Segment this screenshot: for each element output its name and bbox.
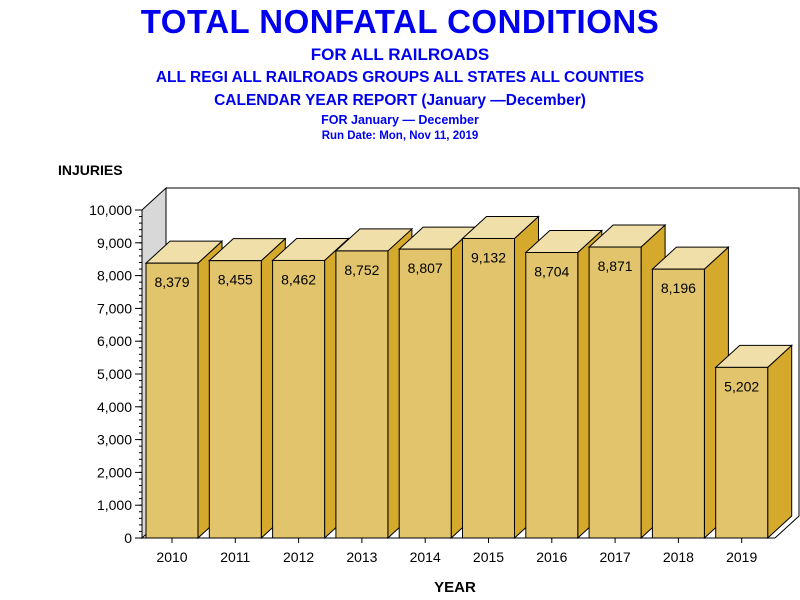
bar-value-label: 8,752 [344, 262, 379, 278]
bar-value-label: 8,196 [661, 280, 696, 296]
y-axis-title: INJURIES [58, 162, 123, 178]
chart-period-line: FOR January — December [321, 113, 479, 127]
bar-front [272, 259, 326, 539]
y-tick-label: 9,000 [97, 235, 132, 251]
x-tick-label: 2013 [346, 549, 377, 565]
y-tick-label: 0 [124, 530, 132, 546]
bar-front [651, 268, 705, 539]
x-tick-label: 2014 [410, 549, 441, 565]
bar-value-label: 8,379 [154, 274, 189, 290]
bar-value-label: 5,202 [724, 378, 759, 394]
y-tick-label: 4,000 [97, 399, 132, 415]
x-axis-title: YEAR [434, 579, 476, 596]
x-tick-label: 2010 [156, 549, 187, 565]
bar-front [145, 262, 199, 539]
x-tick-label: 2012 [283, 549, 314, 565]
chart-run-date: Run Date: Mon, Nov 11, 2019 [321, 130, 479, 142]
x-tick-label: 2016 [536, 549, 567, 565]
bar-front [462, 237, 515, 539]
bar-front [715, 366, 769, 539]
chart-report-line: CALENDAR YEAR REPORT (January —December) [214, 92, 586, 109]
x-tick-label: 2011 [220, 549, 250, 565]
bar-front [588, 246, 642, 539]
bar-value-label: 8,704 [534, 264, 569, 280]
chart-title: TOTAL NONFATAL CONDITIONS [140, 3, 660, 40]
x-axis: 2010 2011 2012 2013 2014 2015 2016 2017 2018 2019 [156, 538, 757, 565]
chart-scope-line: ALL REGI ALL RAILROADS GROUPS ALL STATES… [155, 69, 645, 86]
bar-2015: 9,132 [461, 215, 540, 540]
back-wall-outline [166, 187, 800, 539]
y-tick-label: 2,000 [97, 464, 132, 480]
y-axis: 0 1,000 2,000 3,000 4,000 5,000 6,000 7,000 8,00… [89, 202, 143, 546]
bar-front [525, 252, 579, 539]
bar-value-label: 8,455 [218, 272, 253, 288]
x-tick-label: 2017 [600, 549, 631, 565]
y-tick-label: 3,000 [97, 432, 132, 448]
x-tick-label: 2018 [663, 549, 694, 565]
x-tick-label: 2019 [726, 549, 757, 565]
y-tick-label: 1,000 [97, 497, 132, 513]
bar-2018: 8,196 [651, 246, 730, 540]
bar-value-label: 9,132 [471, 249, 506, 265]
y-tick-label: 8,000 [97, 268, 132, 284]
bar-value-label: 8,462 [281, 271, 316, 287]
bar-2019: 5,202 [714, 344, 793, 540]
bar-front [208, 260, 262, 539]
bar-value-label: 8,871 [598, 258, 633, 274]
bar-front [398, 248, 452, 539]
y-tick-label: 5,000 [97, 366, 132, 382]
bar-series: 8,379 8,455 8,462 8,752 8,807 9,132 8,704 8,871… [144, 215, 793, 540]
chart-subtitle: FOR ALL RAILROADS [310, 45, 490, 64]
bar-side [767, 344, 793, 540]
x-tick-label: 2015 [473, 549, 504, 565]
y-tick-label: 6,000 [97, 333, 132, 349]
bar-value-label: 8,807 [408, 260, 443, 276]
y-tick-label: 7,000 [97, 300, 132, 316]
bar-front [335, 250, 389, 539]
y-tick-label: 10,000 [89, 202, 132, 218]
